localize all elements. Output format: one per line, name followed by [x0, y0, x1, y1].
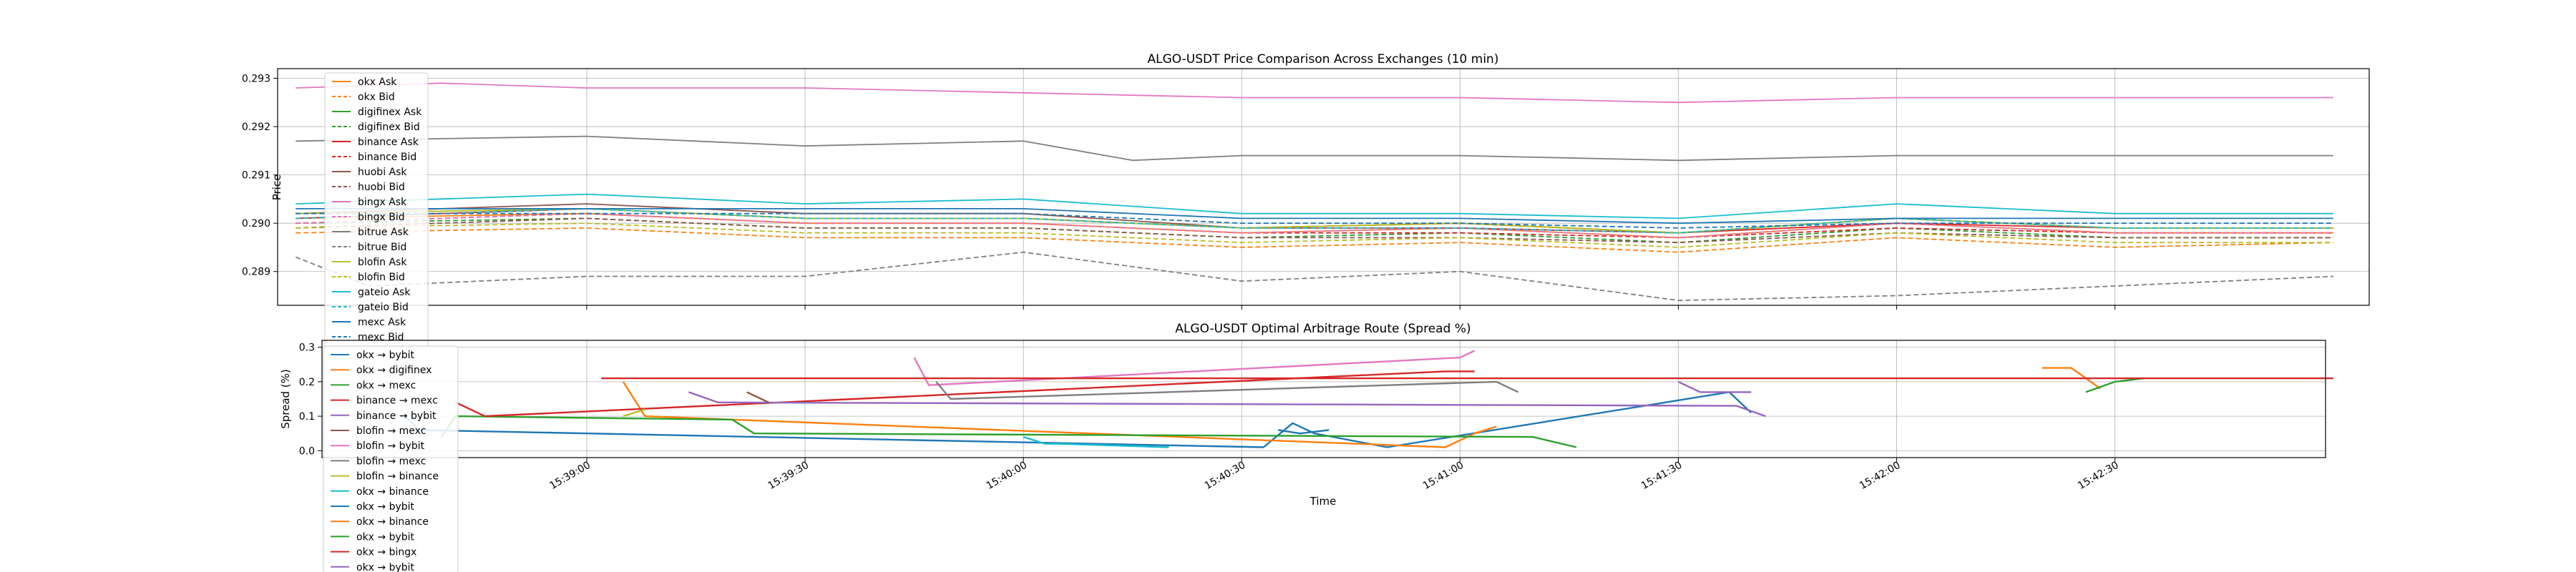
price-chart-lines	[295, 82, 2333, 302]
y-tick-label: 0.293	[242, 74, 270, 85]
y-tick-label: 0.292	[242, 122, 270, 133]
legend-label: blofin → mexc	[356, 455, 426, 467]
series-line	[296, 227, 2333, 253]
legend-box	[323, 345, 459, 572]
legend-label: binance → mexc	[356, 395, 438, 407]
legend-label: huobi Ask	[358, 167, 407, 178]
series-line	[1278, 429, 1330, 435]
price-chart-title: ALGO-USDT Price Comparison Across Exchan…	[1148, 52, 1499, 66]
legend-label: okx → binance	[356, 516, 429, 528]
price-chart-y-label: Price	[270, 174, 283, 201]
y-tick-label: 0.291	[242, 170, 270, 182]
series-line	[404, 391, 1752, 448]
y-tick-label: 0.289	[242, 267, 270, 278]
series-line	[296, 193, 2333, 220]
spread-chart-legend: okx → bybit okx → digifinex okx → mexc bina…	[323, 345, 459, 572]
legend-label: okx Ask	[358, 77, 397, 88]
series-line	[296, 212, 2333, 229]
legend-label: bingx Ask	[358, 197, 407, 208]
series-line	[296, 135, 2333, 162]
legend-label: digifinex Bid	[358, 122, 420, 133]
legend-label: okx → bybit	[356, 501, 415, 513]
legend-label: bitrue Ask	[358, 227, 409, 238]
series-line	[2042, 367, 2102, 390]
series-line	[1677, 380, 1752, 393]
y-tick-label: 0.0	[299, 445, 315, 457]
legend-label: okx → bingx	[356, 547, 416, 558]
spread-chart-title: ALGO-USDT Optimal Arbitrage Route (Sprea…	[1175, 322, 1470, 336]
series-line	[2085, 377, 2145, 393]
legend-label: okx Bid	[358, 92, 395, 103]
spread-chart-frame	[321, 340, 2326, 458]
y-tick-label: 0.3	[299, 342, 315, 354]
spread-chart-y-ticks: 0.0 0.1 0.2 0.3	[299, 342, 322, 457]
legend-label: gateio Bid	[358, 302, 409, 313]
price-chart-legend: okx Ask okx Bid digifinex Ask digifinex Bid…	[324, 72, 429, 350]
legend-label: digifinex Ask	[358, 107, 422, 118]
y-tick-label: 0.1	[299, 411, 315, 423]
series-line	[455, 370, 1475, 418]
legend-label: okx → bybit	[356, 562, 415, 572]
legend-label: blofin → mexc	[356, 425, 426, 437]
legend-label: okx → mexc	[356, 380, 416, 391]
series-line	[622, 381, 1497, 448]
series-line	[623, 408, 645, 418]
legend-label: blofin Ask	[358, 257, 407, 268]
series-line	[688, 391, 1766, 418]
legend-label: blofin Bid	[358, 272, 405, 283]
series-line	[296, 222, 2333, 248]
series-line	[296, 207, 2333, 225]
spread-chart-grid	[322, 340, 2326, 462]
series-line	[296, 82, 2333, 104]
y-tick-label: 0.290	[242, 218, 270, 230]
legend-label: okx → binance	[356, 486, 429, 498]
legend-label: okx → digifinex	[356, 365, 432, 376]
price-chart-frame	[277, 68, 2370, 306]
series-line	[295, 251, 2333, 302]
legend-label: blofin → binance	[356, 471, 439, 483]
legend-label: binance → bybit	[356, 410, 436, 422]
price-chart-y-ticks: 0.289 0.290 0.291 0.292 0.293	[242, 74, 278, 278]
series-line	[746, 391, 769, 403]
legend-label: huobi Bid	[358, 182, 405, 193]
series-line	[935, 380, 1519, 400]
series-line	[296, 217, 2333, 244]
legend-label: bingx Bid	[358, 212, 405, 223]
legend-label: mexc Bid	[358, 332, 404, 343]
series-line	[296, 212, 2333, 239]
legend-label: mexc Ask	[358, 317, 406, 328]
series-line	[1023, 435, 1169, 448]
series-line	[296, 212, 2333, 239]
series-line	[296, 217, 2333, 244]
spread-chart-y-label: Spread (%)	[279, 369, 292, 429]
legend-label: binance Bid	[358, 152, 416, 163]
legend-label: bitrue Bid	[358, 242, 406, 253]
price-chart-grid	[278, 69, 2369, 310]
legend-label: gateio Ask	[358, 287, 411, 298]
legend-label: binance Ask	[358, 137, 419, 148]
series-line	[913, 350, 1475, 386]
spread-chart-x-label: Time	[1309, 495, 1337, 508]
legend-label: okx → bybit	[356, 350, 415, 361]
price-chart: ALGO-USDT Price Comparison Across Exchan…	[242, 52, 2370, 350]
legend-label: blofin → bybit	[356, 440, 425, 452]
y-tick-label: 0.2	[299, 377, 315, 388]
legend-label: okx → bybit	[356, 531, 415, 543]
